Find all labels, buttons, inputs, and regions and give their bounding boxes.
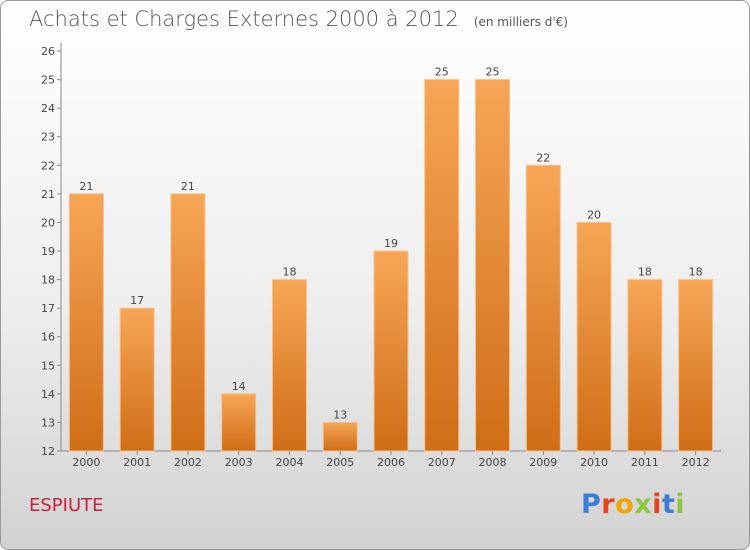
x-tick-label: 2005 [326, 456, 354, 469]
x-tick-label: 2006 [377, 456, 405, 469]
y-tick-label: 23 [41, 131, 55, 144]
commune-name: ESPIUTE [29, 495, 104, 516]
bar-value-label: 25 [486, 66, 500, 79]
bar [221, 393, 257, 452]
bar [525, 164, 561, 452]
x-tick-label: 2001 [123, 456, 151, 469]
y-tick-label: 19 [41, 245, 55, 258]
bar-value-label: 18 [689, 266, 703, 279]
y-tick-label: 24 [41, 102, 55, 115]
bar [119, 307, 155, 452]
y-tick-label: 18 [41, 274, 55, 287]
chart-title: Achats et Charges Externes 2000 à 2012 [29, 7, 459, 31]
bar [576, 221, 612, 452]
y-tick-label: 21 [41, 188, 55, 201]
x-tick-label: 2000 [72, 456, 100, 469]
bar [322, 421, 358, 452]
y-tick-label: 13 [41, 416, 55, 429]
y-tick-label: 15 [41, 359, 55, 372]
x-tick-label: 2004 [275, 456, 303, 469]
bar-value-label: 18 [282, 266, 296, 279]
y-tick-label: 25 [41, 74, 55, 87]
bar [170, 193, 206, 452]
proxiti-logo[interactable]: Proxiti [581, 489, 685, 520]
bar [271, 279, 307, 452]
bar-value-label: 17 [130, 294, 144, 307]
bar [627, 279, 663, 452]
logo-letter: i [652, 489, 662, 520]
y-tick-label: 26 [41, 45, 55, 58]
chart-title-block: Achats et Charges Externes 2000 à 2012 (… [29, 7, 568, 31]
bar [68, 193, 104, 452]
logo-letter: t [661, 489, 676, 520]
bar [678, 279, 714, 452]
x-tick-label: 2011 [631, 456, 659, 469]
y-tick-label: 20 [41, 216, 55, 229]
bar-value-label: 13 [333, 408, 347, 421]
bar [475, 79, 511, 452]
x-tick-label: 2010 [580, 456, 608, 469]
y-tick-label: 16 [41, 331, 55, 344]
y-tick-label: 22 [41, 159, 55, 172]
logo-letter: P [581, 489, 602, 520]
logo-letter: i [675, 489, 686, 520]
logo-letter: r [601, 489, 616, 520]
bar-value-label: 21 [79, 180, 93, 193]
bar [373, 250, 409, 452]
bar-value-label: 18 [638, 266, 652, 279]
bar [424, 79, 460, 452]
y-tick-label: 17 [41, 302, 55, 315]
logo-letter: x [634, 489, 653, 520]
x-tick-label: 2008 [479, 456, 507, 469]
bar-value-label: 21 [181, 180, 195, 193]
bar-value-label: 14 [232, 380, 246, 393]
bar-value-label: 25 [435, 66, 449, 79]
bar-value-label: 19 [384, 237, 398, 250]
x-tick-label: 2007 [428, 456, 456, 469]
y-tick-label: 12 [41, 445, 55, 458]
x-tick-label: 2003 [225, 456, 253, 469]
x-tick-label: 2009 [529, 456, 557, 469]
bar-value-label: 20 [587, 208, 601, 221]
chart-subtitle: (en milliers d'€) [473, 15, 568, 29]
x-tick-label: 2012 [682, 456, 710, 469]
bar-value-label: 22 [536, 151, 550, 164]
logo-letter: o [615, 489, 635, 520]
x-tick-label: 2002 [174, 456, 202, 469]
y-tick-label: 14 [41, 388, 55, 401]
